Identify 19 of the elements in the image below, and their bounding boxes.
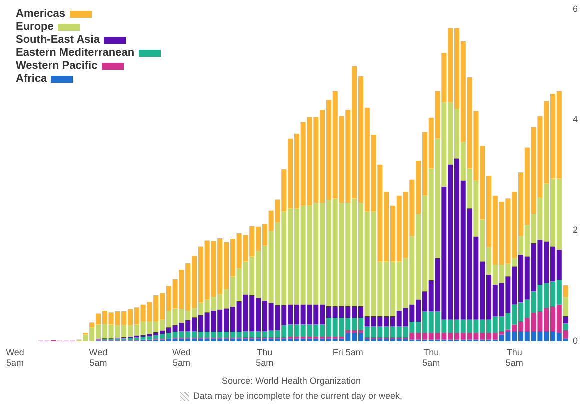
legend-label: South-East Asia: [16, 34, 100, 46]
x-tick-label: Wed 5am: [172, 347, 191, 368]
y-tick-label: 0: [573, 336, 578, 346]
x-tick-label: Wed 5am: [89, 347, 108, 368]
text: Data may be incomplete for the current day or week.: [193, 391, 403, 401]
x-tick-label: Thu 5am: [256, 347, 274, 368]
legend-label: Europe: [16, 21, 54, 33]
y-tick-label: 4: [573, 114, 578, 125]
legend-label: Africa: [16, 73, 48, 85]
y-tick-label: 2: [573, 225, 578, 236]
x-tick-label: Wed 5am: [6, 347, 24, 368]
source-note: Source: World Health Organization: [222, 376, 361, 386]
x-tick-label: Fri 5am: [332, 347, 364, 358]
legend-label: Western Pacific: [16, 60, 98, 72]
x-tick-label: Thu 5am: [506, 347, 524, 368]
legend-label: Americas: [16, 8, 66, 20]
legend-label: Eastern Mediterranean: [16, 47, 135, 59]
x-tick-label: Thu 5am: [422, 347, 440, 368]
y-tick-label: 6: [573, 4, 578, 14]
